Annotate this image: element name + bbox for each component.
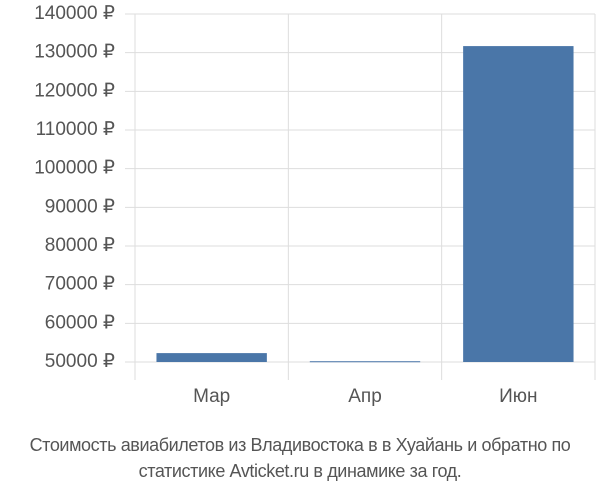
x-tick-label: Июн [499, 386, 537, 407]
x-tick-label: Апр [348, 386, 382, 407]
y-tick-label: 50000 ₽ [45, 351, 115, 372]
x-tick-label: Мар [193, 386, 230, 407]
y-tick-label: 120000 ₽ [34, 80, 115, 101]
y-tick-label: 100000 ₽ [34, 158, 115, 179]
y-tick-label: 140000 ₽ [34, 3, 115, 24]
bar [309, 361, 421, 363]
y-tick-label: 130000 ₽ [34, 42, 115, 63]
y-tick-label: 60000 ₽ [45, 312, 115, 333]
y-tick-label: 80000 ₽ [45, 235, 115, 256]
y-tick-label: 70000 ₽ [45, 274, 115, 295]
bar [156, 353, 267, 362]
chart-title: Стоимость авиабилетов из Владивостока в … [29, 435, 571, 481]
y-tick-label: 110000 ₽ [36, 119, 115, 140]
chart: 50000 ₽ 60000 ₽ 70000 ₽ 80000 ₽ 90000 ₽ 10000… [34, 3, 596, 407]
bar [463, 46, 574, 363]
y-tick-label: 90000 ₽ [45, 196, 115, 217]
